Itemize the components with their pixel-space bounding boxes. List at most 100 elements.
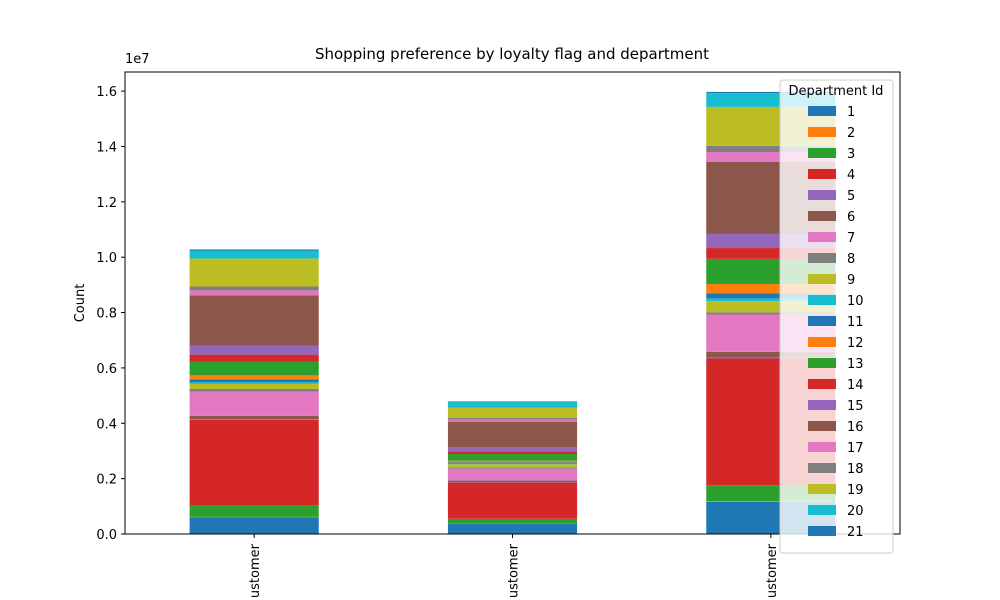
bar-segment <box>447 418 578 420</box>
legend-swatch <box>808 169 836 179</box>
legend-swatch <box>808 253 836 263</box>
bar-segment <box>447 401 578 402</box>
legend-swatch <box>808 295 836 305</box>
bar-segment <box>189 419 319 420</box>
bar-segment <box>447 467 578 469</box>
bar-segment <box>447 468 578 481</box>
bar-segment <box>706 151 836 162</box>
x-tick-label: ustomer <box>248 543 263 598</box>
bar-segment <box>706 351 836 358</box>
legend-label: 12 <box>847 336 864 351</box>
legend-label: 13 <box>847 357 864 372</box>
plot-frame <box>124 71 901 535</box>
legend-label: 2 <box>847 126 855 141</box>
legend-swatch <box>808 442 836 452</box>
legend-swatch <box>808 421 836 431</box>
legend-label: 15 <box>847 399 864 414</box>
bar-segment <box>189 290 319 296</box>
bar-segment <box>447 480 578 483</box>
bar-segment <box>447 421 578 448</box>
y-tick-label: 0.2 <box>96 473 117 488</box>
bar-segment <box>189 383 319 389</box>
legend-swatch <box>808 337 836 347</box>
legend-swatch <box>808 211 836 221</box>
legend-label: 16 <box>847 420 864 435</box>
bar-segment <box>447 462 578 464</box>
bar-segment <box>189 517 319 534</box>
bar-segment <box>189 249 319 251</box>
y-axis-label: Count <box>73 284 88 323</box>
legend-swatch <box>808 190 836 200</box>
legend: Department Id123456789101112131415161718… <box>779 79 894 554</box>
x-tick-label: ustomer <box>765 543 780 598</box>
legend-label: 18 <box>847 462 864 477</box>
y-tick-label: 0.6 <box>96 362 117 377</box>
chart-title: Shopping preference by loyalty flag and … <box>315 45 709 63</box>
legend-swatch <box>808 505 836 515</box>
legend-title: Department Id <box>789 84 884 99</box>
bar-segment <box>706 284 836 294</box>
y-offset-text: 1e7 <box>125 52 150 67</box>
bar-segment <box>706 293 836 299</box>
bar-segment <box>189 505 319 517</box>
bar-segment <box>447 407 578 419</box>
bar-segment <box>189 250 319 259</box>
bar-segment <box>706 301 836 313</box>
y-tick-label: 1.0 <box>96 251 117 266</box>
legend-swatch <box>808 127 836 137</box>
bar-segment <box>189 419 319 506</box>
bar-segment <box>447 447 578 452</box>
bar-segment <box>447 401 578 408</box>
bar-segment <box>189 286 319 291</box>
y-tick-label: 1.6 <box>96 85 117 100</box>
bar-segment <box>447 454 578 461</box>
bar-segment <box>447 464 578 468</box>
bar-segment <box>189 295 319 346</box>
legend-label: 8 <box>847 252 855 267</box>
legend-label: 14 <box>847 378 864 393</box>
bar-segment <box>706 298 836 302</box>
bar-segment <box>189 375 319 380</box>
legend-label: 6 <box>847 210 855 225</box>
x-tick-label: ustomer <box>507 543 522 598</box>
bar-segment <box>189 382 319 384</box>
legend-label: 19 <box>847 483 864 498</box>
legend-swatch <box>808 379 836 389</box>
legend-label: 3 <box>847 147 855 162</box>
bar-segment <box>706 357 836 359</box>
legend-swatch <box>808 274 836 284</box>
legend-label: 9 <box>847 273 855 288</box>
bar-segment <box>189 345 319 355</box>
bar-segment <box>189 415 319 420</box>
legend-swatch <box>808 400 836 410</box>
legend-swatch <box>808 484 836 494</box>
legend-box <box>779 79 894 554</box>
bar-segment <box>189 354 319 362</box>
bar-segment <box>447 463 578 465</box>
bar-segment <box>706 312 836 315</box>
bar-segment <box>447 460 578 463</box>
legend-swatch <box>808 526 836 536</box>
bar-segment <box>447 482 578 519</box>
y-tick-label: 1.4 <box>96 140 117 155</box>
bar-segment <box>706 145 836 152</box>
bar-segment <box>189 361 319 376</box>
legend-swatch <box>808 106 836 116</box>
bar-segment <box>706 501 836 502</box>
legend-label: 10 <box>847 294 864 309</box>
bar-segment <box>189 391 319 416</box>
legend-label: 1 <box>847 105 855 120</box>
legend-label: 17 <box>847 441 864 456</box>
legend-swatch <box>808 358 836 368</box>
y-tick-label: 0.4 <box>96 417 117 432</box>
legend-swatch <box>808 463 836 473</box>
legend-swatch <box>808 316 836 326</box>
legend-label: 11 <box>847 315 864 330</box>
legend-label: 21 <box>847 525 864 540</box>
legend-label: 5 <box>847 189 855 204</box>
legend-label: 4 <box>847 168 855 183</box>
bar-segment <box>189 258 319 287</box>
y-tick-label: 0.8 <box>96 307 117 322</box>
bar-segment <box>447 451 578 455</box>
